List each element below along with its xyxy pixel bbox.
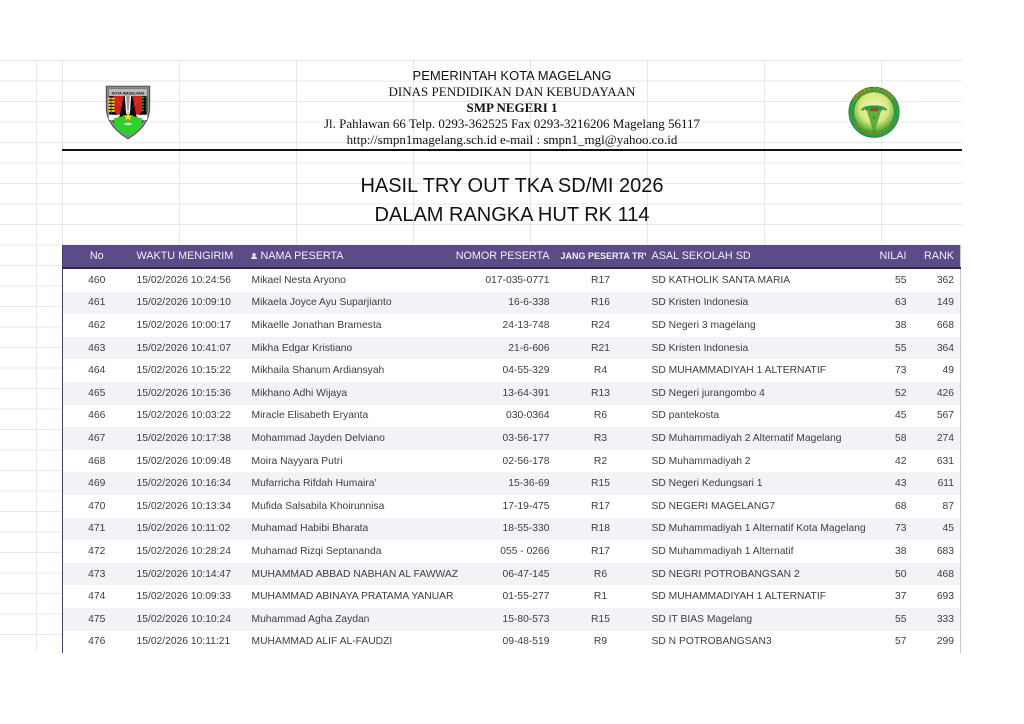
svg-text:KOTA MAGELANG: KOTA MAGELANG	[112, 91, 145, 95]
svg-text:O: O	[873, 116, 876, 120]
